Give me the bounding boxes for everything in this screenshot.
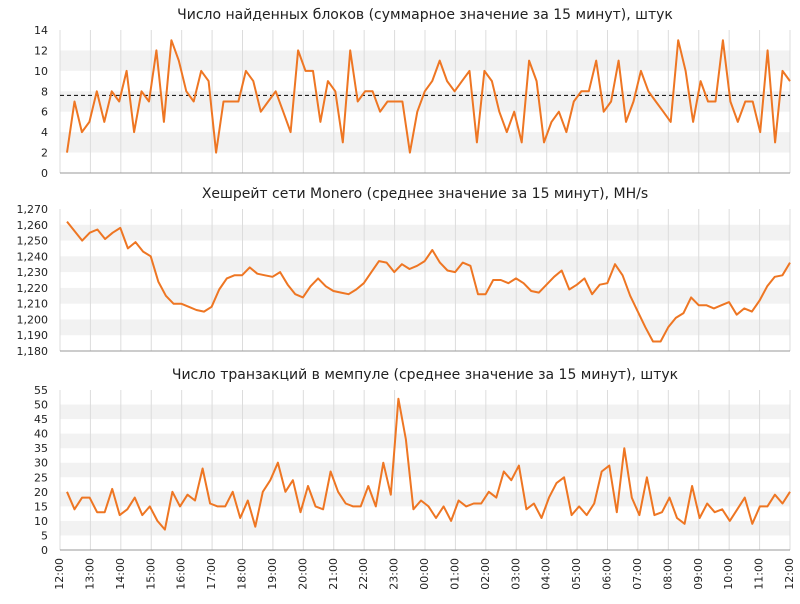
y-tick-label: 10 xyxy=(34,65,48,78)
y-tick-label: 1,250 xyxy=(17,235,49,248)
y-tick-label: 1,230 xyxy=(17,266,49,279)
y-tick-label: 30 xyxy=(34,457,48,470)
x-tick-label: 03:00 xyxy=(509,558,522,590)
y-tick-label: 1,270 xyxy=(17,203,49,216)
y-tick-label: 20 xyxy=(34,486,48,499)
y-tick-label: 2 xyxy=(41,147,48,160)
y-tick-label: 1,180 xyxy=(17,345,49,358)
x-tick-label: 10:00 xyxy=(722,558,735,590)
x-tick-label: 11:00 xyxy=(753,558,766,590)
x-tick-label: 12:00 xyxy=(783,558,796,590)
x-tick-label: 12:00 xyxy=(53,558,66,590)
y-tick-label: 14 xyxy=(34,24,48,37)
series-line xyxy=(66,397,791,531)
x-tick-label: 14:00 xyxy=(114,558,127,590)
x-tick-label: 02:00 xyxy=(479,558,492,590)
x-tick-label: 09:00 xyxy=(692,558,705,590)
y-tick-label: 1,220 xyxy=(17,282,49,295)
y-tick-label: 45 xyxy=(34,413,48,426)
x-tick-label: 23:00 xyxy=(388,558,401,590)
y-tick-label: 0 xyxy=(41,167,48,180)
y-tick-label: 12 xyxy=(34,44,48,57)
x-tick-label: 17:00 xyxy=(205,558,218,590)
x-tick-label: 08:00 xyxy=(661,558,674,590)
y-tick-label: 50 xyxy=(34,399,48,412)
x-tick-label: 05:00 xyxy=(570,558,583,590)
y-tick-label: 0 xyxy=(41,544,48,557)
series-line xyxy=(66,220,791,343)
y-tick-label: 1,200 xyxy=(17,313,49,326)
chart-title: Хешрейт сети Monero (среднее значение за… xyxy=(202,186,648,202)
x-tick-label: 18:00 xyxy=(236,558,249,590)
y-tick-label: 25 xyxy=(34,471,48,484)
y-tick-label: 5 xyxy=(41,529,48,542)
y-tick-label: 10 xyxy=(34,515,48,528)
x-tick-label: 15:00 xyxy=(144,558,157,590)
y-tick-label: 1,260 xyxy=(17,219,49,232)
x-tick-label: 16:00 xyxy=(175,558,188,590)
x-tick-label: 21:00 xyxy=(327,558,340,590)
y-tick-label: 1,210 xyxy=(17,298,49,311)
series-line xyxy=(66,39,791,154)
x-tick-label: 13:00 xyxy=(83,558,96,590)
y-tick-label: 4 xyxy=(41,126,48,139)
chart-title: Число транзакций в мемпуле (среднее знач… xyxy=(172,367,678,383)
x-tick-label: 20:00 xyxy=(296,558,309,590)
x-tick-label: 06:00 xyxy=(601,558,614,590)
x-tick-label: 01:00 xyxy=(448,558,461,590)
x-tick-label: 00:00 xyxy=(418,558,431,590)
y-tick-label: 40 xyxy=(34,428,48,441)
y-tick-label: 55 xyxy=(34,384,48,397)
x-tick-label: 07:00 xyxy=(631,558,644,590)
y-tick-label: 8 xyxy=(41,85,48,98)
x-tick-label: 19:00 xyxy=(266,558,279,590)
x-tick-label: 22:00 xyxy=(357,558,370,590)
y-tick-label: 1,240 xyxy=(17,250,49,263)
y-tick-label: 15 xyxy=(34,500,48,513)
x-tick-label: 04:00 xyxy=(540,558,553,590)
chart-title: Число найденных блоков (суммарное значен… xyxy=(177,7,673,23)
y-tick-label: 6 xyxy=(41,106,48,119)
y-tick-label: 35 xyxy=(34,442,48,455)
y-tick-label: 1,190 xyxy=(17,329,49,342)
